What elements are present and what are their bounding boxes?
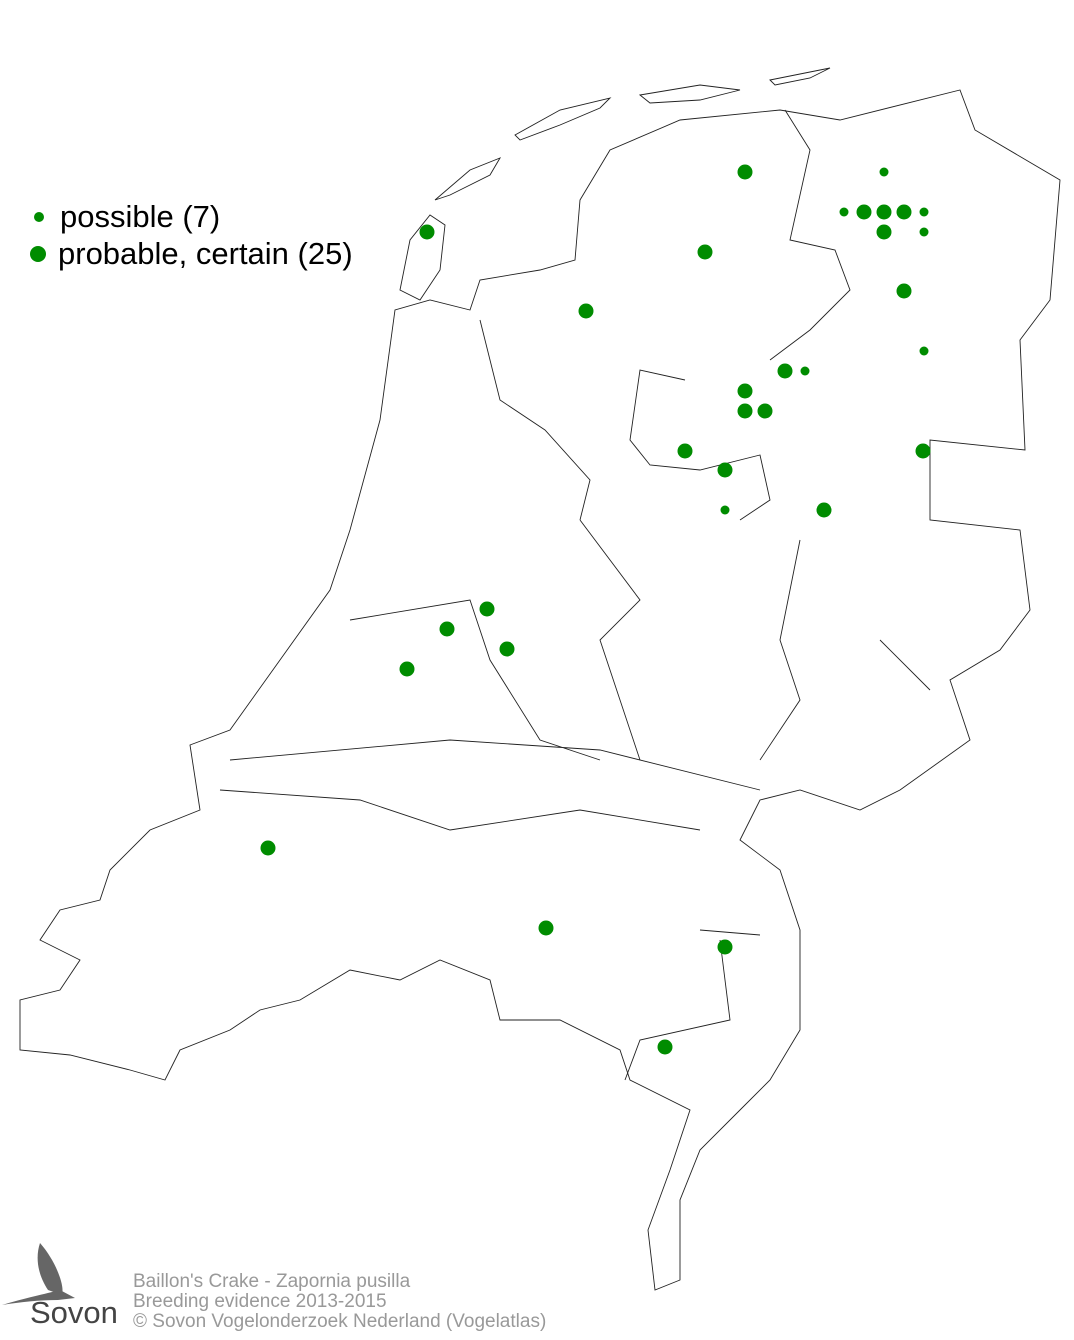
- breeding-period: Breeding evidence 2013-2015: [133, 1291, 387, 1312]
- legend-item-possible: possible (7): [30, 198, 353, 235]
- legend: possible (7) probable, certain (25): [30, 198, 353, 272]
- dot-probable-certain: [737, 383, 753, 399]
- island-texel: [399, 214, 446, 301]
- dot-probable-certain: [856, 204, 872, 220]
- small-dot-icon: [34, 211, 44, 222]
- dot-probable-certain: [260, 840, 276, 856]
- large-dot-icon: [30, 245, 46, 262]
- wadden-islands: [434, 67, 831, 201]
- dot-probable-certain: [538, 920, 554, 936]
- map-outline: [19, 67, 1061, 1291]
- copyright: © Sovon Vogelonderzoek Nederland (Vogela…: [133, 1311, 547, 1332]
- dot-probable-certain: [499, 641, 515, 657]
- dot-possible: [919, 227, 929, 237]
- dot-possible: [800, 366, 810, 376]
- dot-probable-certain: [419, 224, 435, 240]
- sovon-logo-bird: [2, 1243, 75, 1305]
- legend-item-probable: probable, certain (25): [30, 235, 353, 272]
- sovon-logo-text: Sovon: [30, 1295, 118, 1330]
- dot-possible: [919, 346, 929, 356]
- dot-probable-certain: [479, 601, 495, 617]
- dot-probable-certain: [737, 164, 753, 180]
- species-title: Baillon's Crake - Zapornia pusilla: [133, 1271, 411, 1292]
- dot-probable-certain: [876, 224, 892, 240]
- legend-label: possible (7): [60, 198, 221, 234]
- dot-probable-certain: [757, 403, 773, 419]
- footer-caption: Baillon's Crake - Zapornia pusilla Breed…: [133, 1272, 546, 1332]
- dot-possible: [839, 207, 849, 217]
- dot-probable-certain: [717, 462, 733, 478]
- dot-probable-certain: [896, 204, 912, 220]
- dot-probable-certain: [915, 443, 931, 459]
- country-outline: [19, 89, 1061, 1291]
- province-borders: [219, 109, 931, 1081]
- dot-probable-certain: [697, 244, 713, 260]
- dot-possible: [720, 505, 730, 515]
- dot-possible: [919, 207, 929, 217]
- dot-probable-certain: [876, 204, 892, 220]
- dot-probable-certain: [777, 363, 793, 379]
- dot-probable-certain: [717, 939, 733, 955]
- dot-probable-certain: [578, 303, 594, 319]
- dot-probable-certain: [439, 621, 455, 637]
- observation-dots: [260, 164, 931, 1055]
- dot-probable-certain: [896, 283, 912, 299]
- dot-probable-certain: [816, 502, 832, 518]
- dot-probable-certain: [399, 661, 415, 677]
- dot-probable-certain: [737, 403, 753, 419]
- dot-probable-certain: [657, 1039, 673, 1055]
- dot-probable-certain: [677, 443, 693, 459]
- dot-possible: [879, 167, 889, 177]
- legend-label: probable, certain (25): [58, 235, 353, 271]
